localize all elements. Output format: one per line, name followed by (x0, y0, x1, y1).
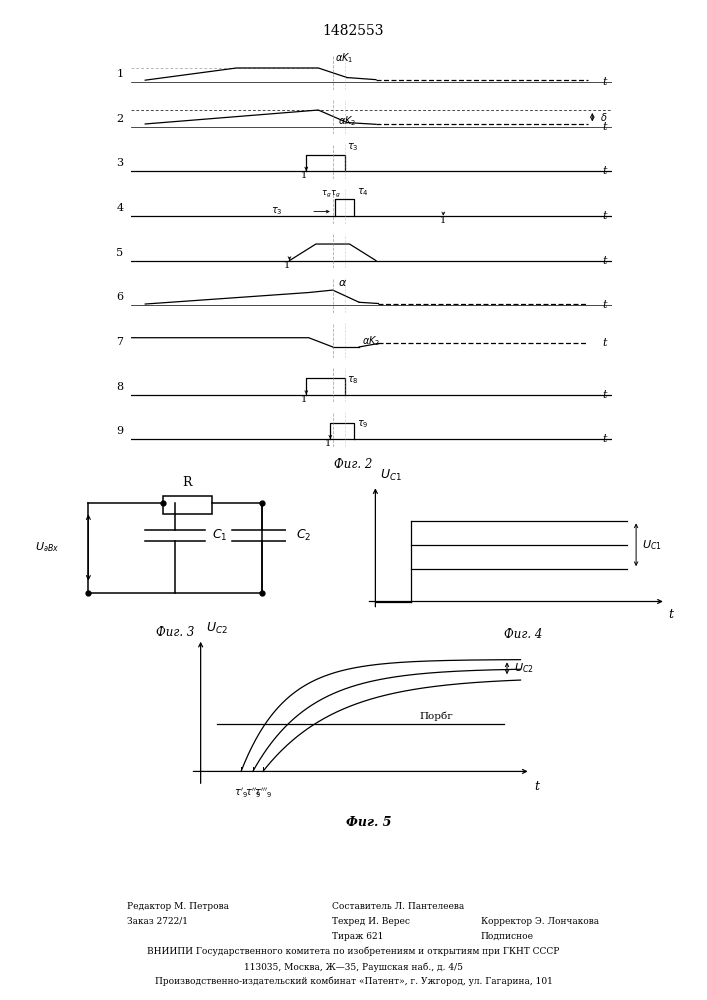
Text: t: t (602, 166, 607, 176)
Text: $\alpha K_2$: $\alpha K_2$ (361, 334, 380, 348)
Text: Техред И. Верес: Техред И. Верес (332, 917, 410, 926)
Text: Фиг. 2: Фиг. 2 (334, 458, 373, 471)
Text: $\tau_3$: $\tau_3$ (347, 141, 358, 153)
Text: $\tau_4$: $\tau_4$ (357, 186, 368, 198)
Text: $U_{C2}$: $U_{C2}$ (514, 661, 534, 675)
Text: t: t (602, 211, 607, 221)
Text: Фиг. 4: Фиг. 4 (504, 629, 543, 642)
Text: $\tau_9$: $\tau_9$ (357, 419, 368, 430)
Text: $C_2$: $C_2$ (296, 528, 312, 543)
Bar (163, 496, 212, 514)
Text: 1: 1 (284, 261, 290, 270)
Text: Тираж 621: Тираж 621 (332, 932, 384, 941)
Text: Фиг. 3: Фиг. 3 (156, 626, 194, 639)
Text: Порбг: Порбг (419, 712, 453, 721)
Text: Подписное: Подписное (481, 932, 534, 941)
Text: Производственно-издательский комбинат «Патент», г. Ужгород, ул. Гагарина, 101: Производственно-издательский комбинат «П… (155, 977, 552, 986)
Text: $\alpha K_1$: $\alpha K_1$ (335, 52, 354, 65)
Text: 113035, Москва, Ж—35, Раушская наб., д. 4/5: 113035, Москва, Ж—35, Раушская наб., д. … (244, 962, 463, 972)
Text: $\tau''_9$: $\tau''_9$ (245, 786, 261, 800)
Text: 4: 4 (117, 203, 124, 213)
Text: t: t (669, 608, 674, 621)
Text: $\alpha K_2$: $\alpha K_2$ (337, 114, 356, 128)
Text: $C_1$: $C_1$ (212, 528, 228, 543)
Text: 1: 1 (440, 216, 446, 225)
Text: 6: 6 (117, 292, 124, 302)
Text: t: t (602, 77, 607, 87)
Text: $\tau'_9$: $\tau'_9$ (234, 786, 248, 800)
Text: 1: 1 (325, 439, 331, 448)
Text: $U_{C1}$: $U_{C1}$ (642, 538, 662, 552)
Text: t: t (602, 122, 607, 132)
Text: $\tau'''_9$: $\tau'''_9$ (254, 786, 272, 800)
Text: Редактор М. Петрова: Редактор М. Петрова (127, 902, 229, 911)
Text: Фиг. 5: Фиг. 5 (346, 816, 392, 829)
Text: t: t (602, 300, 607, 310)
Text: 8: 8 (117, 382, 124, 392)
Text: Составитель Л. Пантелеева: Составитель Л. Пантелеева (332, 902, 464, 911)
Text: $U_{C1}$: $U_{C1}$ (380, 468, 402, 483)
Text: 3: 3 (117, 158, 124, 168)
Text: 7: 7 (117, 337, 124, 347)
Text: $\tau_3$: $\tau_3$ (271, 206, 282, 217)
Text: 9: 9 (117, 426, 124, 436)
Text: Заказ 2722/1: Заказ 2722/1 (127, 917, 188, 926)
Text: $U_{\partial Bx}$: $U_{\partial Bx}$ (35, 541, 59, 554)
Text: ВНИИПИ Государственного комитета по изобретениям и открытиям при ГКНТ СССР: ВНИИПИ Государственного комитета по изоб… (147, 947, 560, 956)
Text: 2: 2 (117, 114, 124, 124)
Text: 1: 1 (300, 171, 307, 180)
Text: t: t (602, 256, 607, 266)
Text: t: t (534, 780, 539, 793)
Text: 1482553: 1482553 (323, 24, 384, 38)
Text: t: t (602, 338, 607, 348)
Text: t: t (602, 434, 607, 444)
Text: $\tau_8$: $\tau_8$ (347, 374, 359, 386)
Text: Корректор Э. Лончакова: Корректор Э. Лончакова (481, 917, 599, 926)
Text: $\delta$: $\delta$ (600, 111, 607, 123)
Text: t: t (602, 390, 607, 400)
Text: 1: 1 (300, 395, 307, 404)
Text: $\alpha$: $\alpha$ (337, 278, 346, 288)
Text: $\tau_g\tau_g$: $\tau_g\tau_g$ (320, 188, 340, 200)
Text: $U_{C2}$: $U_{C2}$ (206, 621, 228, 636)
Text: R: R (182, 476, 192, 489)
Text: 1: 1 (117, 69, 124, 79)
Text: 5: 5 (117, 248, 124, 258)
